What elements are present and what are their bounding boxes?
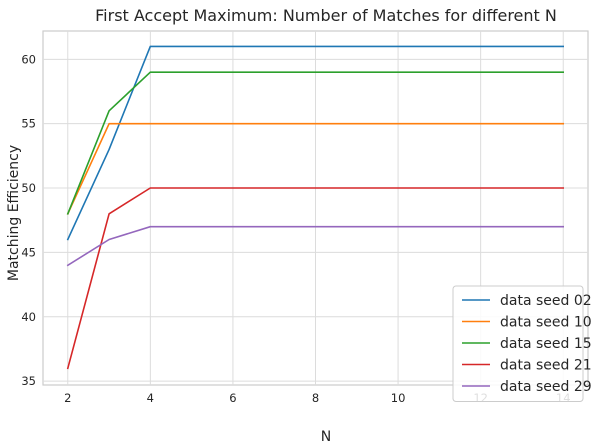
legend: data seed 02 data seed 10 data seed 15 data…	[452, 285, 592, 402]
y-tick-label: 50	[21, 181, 36, 195]
y-tick-label: 45	[21, 245, 36, 259]
y-tick-label: 40	[21, 310, 36, 324]
series-line-3	[66, 187, 565, 370]
y-tick-label: 35	[21, 374, 36, 388]
series-line-0	[66, 45, 565, 241]
series-layer	[66, 45, 565, 370]
y-tick-label: 60	[21, 52, 36, 66]
legend-label-0: data seed 02	[500, 293, 592, 309]
legend-label-1: data seed 10	[500, 315, 592, 331]
series-line-4	[66, 225, 565, 267]
y-tick-label: 55	[21, 117, 36, 131]
legend-label-4: data seed 29	[500, 379, 592, 395]
legend-label-2: data seed 15	[500, 336, 592, 352]
series-line-2	[66, 71, 565, 215]
x-tick-label: 4	[147, 391, 154, 405]
x-tick-label: 2	[64, 391, 71, 405]
legend-label-3: data seed 21	[500, 358, 592, 374]
y-axis-label: Matching Efficiency	[6, 145, 22, 281]
chart-title: First Accept Maximum: Number of Matches …	[95, 6, 557, 25]
x-tick-label: 6	[229, 391, 236, 405]
legend-frame	[452, 285, 584, 402]
x-tick-label: 10	[391, 391, 406, 405]
y-axis-ticks: 35 40 45 50 55 60	[21, 52, 36, 388]
series-line-1	[66, 122, 565, 215]
x-axis-label: N	[321, 429, 331, 445]
x-tick-label: 8	[312, 391, 319, 405]
